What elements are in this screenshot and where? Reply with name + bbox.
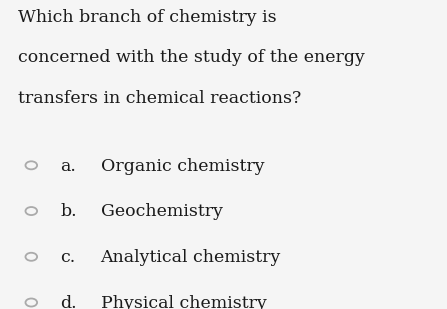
Text: Organic chemistry: Organic chemistry <box>101 158 264 175</box>
Text: transfers in chemical reactions?: transfers in chemical reactions? <box>18 90 301 107</box>
Text: Physical chemistry: Physical chemistry <box>101 295 266 309</box>
Text: b.: b. <box>60 203 77 220</box>
Text: concerned with the study of the energy: concerned with the study of the energy <box>18 49 365 66</box>
Text: Geochemistry: Geochemistry <box>101 203 223 220</box>
Circle shape <box>25 298 37 307</box>
Text: a.: a. <box>60 158 76 175</box>
Text: d.: d. <box>60 295 77 309</box>
Circle shape <box>25 207 37 215</box>
Circle shape <box>25 253 37 261</box>
Circle shape <box>25 161 37 169</box>
Text: Analytical chemistry: Analytical chemistry <box>101 249 281 266</box>
Text: c.: c. <box>60 249 76 266</box>
Text: Which branch of chemistry is: Which branch of chemistry is <box>18 9 277 26</box>
